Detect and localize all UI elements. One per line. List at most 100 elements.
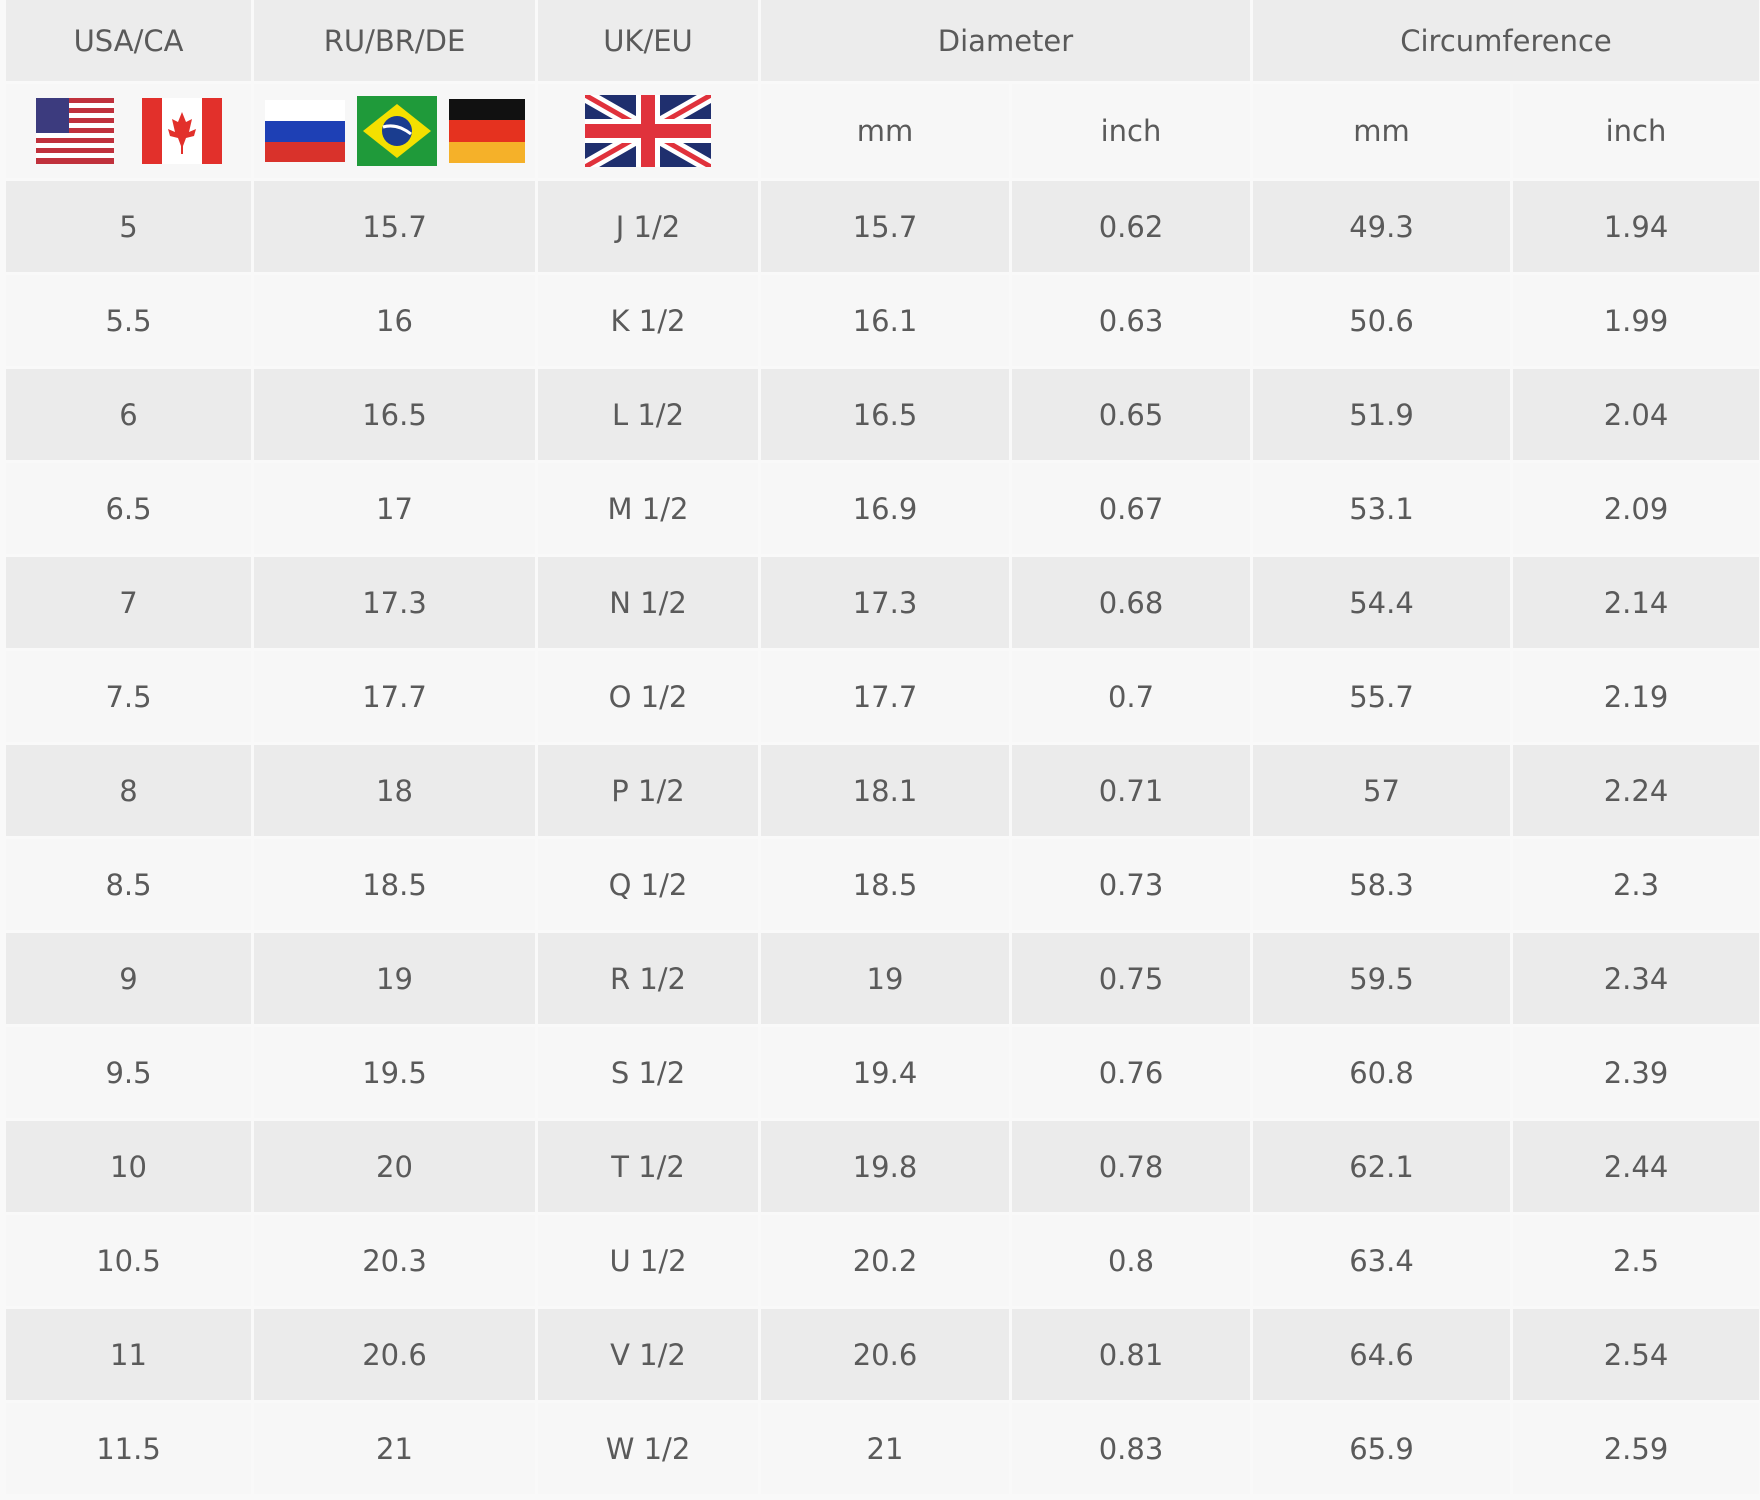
cell-diameter-mm: 19.4	[761, 1027, 1009, 1118]
cell-diameter-inch: 0.83	[1012, 1403, 1250, 1494]
header-ru-br-de: RU/BR/DE	[254, 0, 535, 81]
cell-usa-ca: 8	[6, 745, 251, 836]
cell-usa-ca: 10.5	[6, 1215, 251, 1306]
uk-flag-icon	[585, 95, 711, 167]
cell-diameter-inch: 0.78	[1012, 1121, 1250, 1212]
cell-diameter-mm: 20.2	[761, 1215, 1009, 1306]
subheader-diameter-mm: mm	[761, 84, 1009, 178]
cell-ru-br-de: 20.6	[254, 1309, 535, 1400]
russia-flag-icon	[264, 100, 345, 162]
cell-diameter-inch: 0.75	[1012, 933, 1250, 1024]
subheader-circumference-inch: inch	[1513, 84, 1759, 178]
canada-flag-icon	[141, 98, 222, 164]
cell-diameter-mm: 19.8	[761, 1121, 1009, 1212]
cell-diameter-inch: 0.65	[1012, 369, 1250, 460]
cell-circumference-mm: 49.3	[1253, 181, 1510, 272]
cell-usa-ca: 7.5	[6, 651, 251, 742]
cell-diameter-inch: 0.81	[1012, 1309, 1250, 1400]
cell-uk-eu: Q 1/2	[538, 839, 758, 930]
cell-circumference-mm: 65.9	[1253, 1403, 1510, 1494]
cell-usa-ca: 11.5	[6, 1403, 251, 1494]
cell-uk-eu: K 1/2	[538, 275, 758, 366]
cell-circumference-inch: 2.39	[1513, 1027, 1759, 1118]
cell-ru-br-de: 18.5	[254, 839, 535, 930]
cell-circumference-mm: 62.1	[1253, 1121, 1510, 1212]
usa-ca-flags	[6, 84, 251, 178]
cell-ru-br-de: 15.7	[254, 181, 535, 272]
cell-diameter-mm: 18.1	[761, 745, 1009, 836]
subheader-diameter-inch: inch	[1012, 84, 1250, 178]
cell-ru-br-de: 17.7	[254, 651, 535, 742]
cell-diameter-inch: 0.68	[1012, 557, 1250, 648]
cell-uk-eu: O 1/2	[538, 651, 758, 742]
cell-diameter-inch: 0.76	[1012, 1027, 1250, 1118]
cell-uk-eu: J 1/2	[538, 181, 758, 272]
cell-uk-eu: U 1/2	[538, 1215, 758, 1306]
cell-uk-eu: N 1/2	[538, 557, 758, 648]
cell-circumference-mm: 60.8	[1253, 1027, 1510, 1118]
header-uk-eu: UK/EU	[538, 0, 758, 81]
cell-circumference-inch: 2.5	[1513, 1215, 1759, 1306]
cell-diameter-mm: 18.5	[761, 839, 1009, 930]
cell-circumference-mm: 64.6	[1253, 1309, 1510, 1400]
cell-circumference-inch: 2.19	[1513, 651, 1759, 742]
cell-uk-eu: R 1/2	[538, 933, 758, 1024]
cell-diameter-inch: 0.63	[1012, 275, 1250, 366]
cell-circumference-inch: 2.3	[1513, 839, 1759, 930]
cell-circumference-inch: 2.04	[1513, 369, 1759, 460]
cell-usa-ca: 5.5	[6, 275, 251, 366]
cell-diameter-inch: 0.62	[1012, 181, 1250, 272]
cell-ru-br-de: 16.5	[254, 369, 535, 460]
cell-circumference-inch: 2.44	[1513, 1121, 1759, 1212]
cell-circumference-mm: 53.1	[1253, 463, 1510, 554]
cell-circumference-inch: 1.99	[1513, 275, 1759, 366]
cell-circumference-inch: 2.14	[1513, 557, 1759, 648]
cell-ru-br-de: 18	[254, 745, 535, 836]
cell-circumference-mm: 55.7	[1253, 651, 1510, 742]
cell-circumference-inch: 2.59	[1513, 1403, 1759, 1494]
cell-usa-ca: 9	[6, 933, 251, 1024]
header-diameter: Diameter	[761, 0, 1250, 81]
cell-ru-br-de: 17.3	[254, 557, 535, 648]
cell-diameter-mm: 17.3	[761, 557, 1009, 648]
cell-usa-ca: 5	[6, 181, 251, 272]
brazil-flag-icon	[356, 96, 437, 166]
cell-diameter-inch: 0.7	[1012, 651, 1250, 742]
header-circumference: Circumference	[1253, 0, 1759, 81]
germany-flag-icon	[448, 99, 525, 163]
cell-circumference-mm: 54.4	[1253, 557, 1510, 648]
cell-diameter-inch: 0.8	[1012, 1215, 1250, 1306]
cell-diameter-inch: 0.71	[1012, 745, 1250, 836]
cell-usa-ca: 6.5	[6, 463, 251, 554]
cell-ru-br-de: 19.5	[254, 1027, 535, 1118]
cell-uk-eu: L 1/2	[538, 369, 758, 460]
cell-circumference-mm: 59.5	[1253, 933, 1510, 1024]
subheader-circumference-mm: mm	[1253, 84, 1510, 178]
us-flag-icon	[35, 98, 114, 164]
cell-diameter-mm: 16.9	[761, 463, 1009, 554]
cell-diameter-mm: 21	[761, 1403, 1009, 1494]
cell-circumference-mm: 57	[1253, 745, 1510, 836]
cell-ru-br-de: 19	[254, 933, 535, 1024]
cell-circumference-inch: 2.34	[1513, 933, 1759, 1024]
cell-circumference-inch: 1.94	[1513, 181, 1759, 272]
cell-uk-eu: S 1/2	[538, 1027, 758, 1118]
header-usa-ca: USA/CA	[6, 0, 251, 81]
cell-circumference-inch: 2.54	[1513, 1309, 1759, 1400]
cell-diameter-mm: 17.7	[761, 651, 1009, 742]
cell-circumference-inch: 2.09	[1513, 463, 1759, 554]
cell-diameter-inch: 0.67	[1012, 463, 1250, 554]
cell-uk-eu: V 1/2	[538, 1309, 758, 1400]
uk-eu-flags	[538, 84, 758, 178]
cell-circumference-mm: 50.6	[1253, 275, 1510, 366]
cell-usa-ca: 8.5	[6, 839, 251, 930]
cell-ru-br-de: 17	[254, 463, 535, 554]
cell-uk-eu: M 1/2	[538, 463, 758, 554]
cell-circumference-inch: 2.24	[1513, 745, 1759, 836]
cell-ru-br-de: 20.3	[254, 1215, 535, 1306]
ru-br-de-flags	[254, 84, 535, 178]
cell-usa-ca: 6	[6, 369, 251, 460]
cell-usa-ca: 9.5	[6, 1027, 251, 1118]
cell-circumference-mm: 51.9	[1253, 369, 1510, 460]
cell-circumference-mm: 63.4	[1253, 1215, 1510, 1306]
